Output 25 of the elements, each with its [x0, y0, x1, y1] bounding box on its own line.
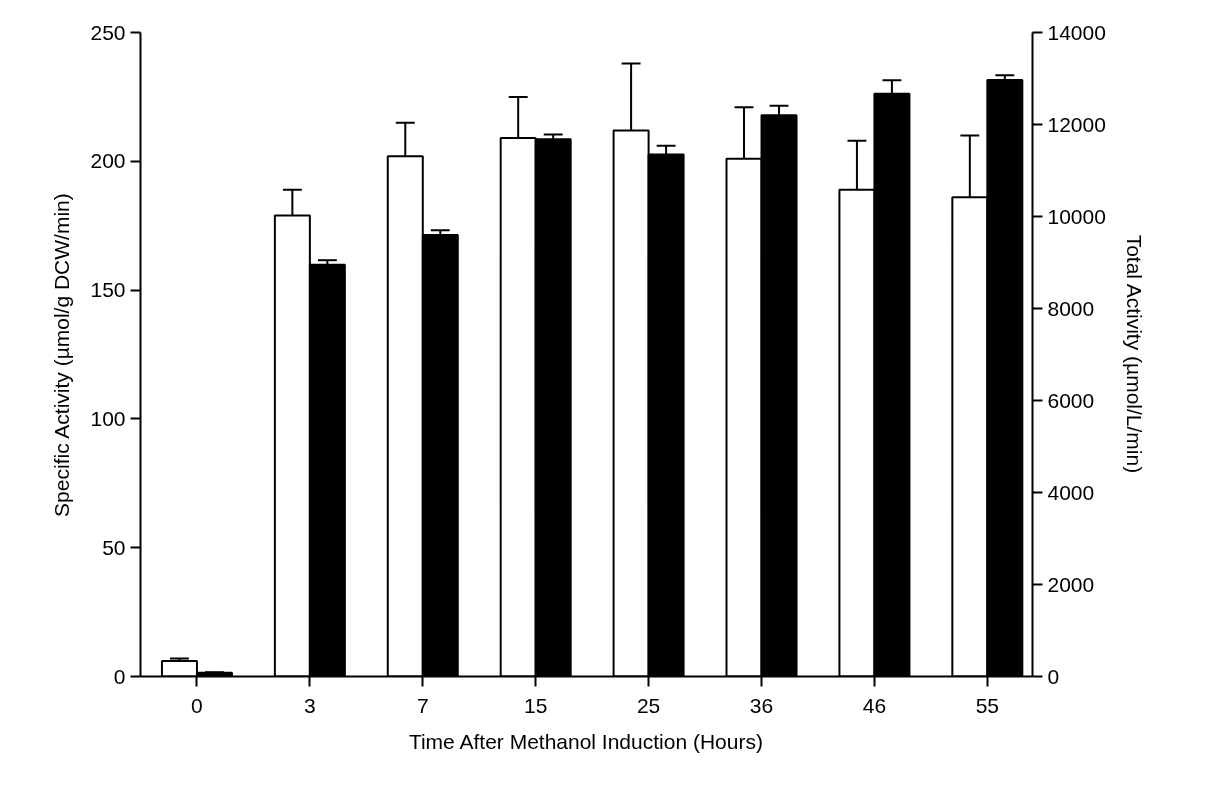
y2-axis-title: Total Activity (µmol/L/min): [1122, 234, 1146, 474]
y2-tick-label: 0: [1047, 664, 1060, 688]
y-axis-title: Specific Activity (µmol/g DCW/min): [50, 193, 74, 517]
x-tick-label: 36: [749, 693, 774, 717]
x-tick-label: 7: [416, 693, 429, 717]
x-axis-title: Time After Methanol Induction (Hours): [408, 729, 763, 753]
y-tick-label: 150: [90, 278, 126, 302]
y-tick-label: 50: [102, 535, 126, 559]
y2-tick-label: 14000: [1047, 20, 1106, 44]
y2-tick-label: 8000: [1047, 296, 1095, 320]
y-tick-label: 250: [90, 20, 126, 44]
y2-tick-label: 12000: [1047, 112, 1106, 136]
x-tick-label: 3: [304, 693, 316, 717]
y-tick-label: 100: [90, 406, 126, 430]
x-tick-label: 15: [524, 693, 548, 717]
y2-tick-label: 2000: [1047, 572, 1095, 596]
x-tick-label: 46: [862, 693, 887, 717]
x-tick-label: 0: [191, 693, 203, 717]
y2-tick-label: 6000: [1047, 388, 1095, 412]
x-tick-label: 25: [636, 693, 661, 717]
y2-tick-label: 4000: [1047, 480, 1095, 504]
y-tick-label: 200: [90, 149, 126, 173]
y-tick-label: 0: [113, 664, 126, 688]
x-tick-label: 55: [975, 693, 1000, 717]
y2-tick-label: 10000: [1047, 204, 1106, 228]
